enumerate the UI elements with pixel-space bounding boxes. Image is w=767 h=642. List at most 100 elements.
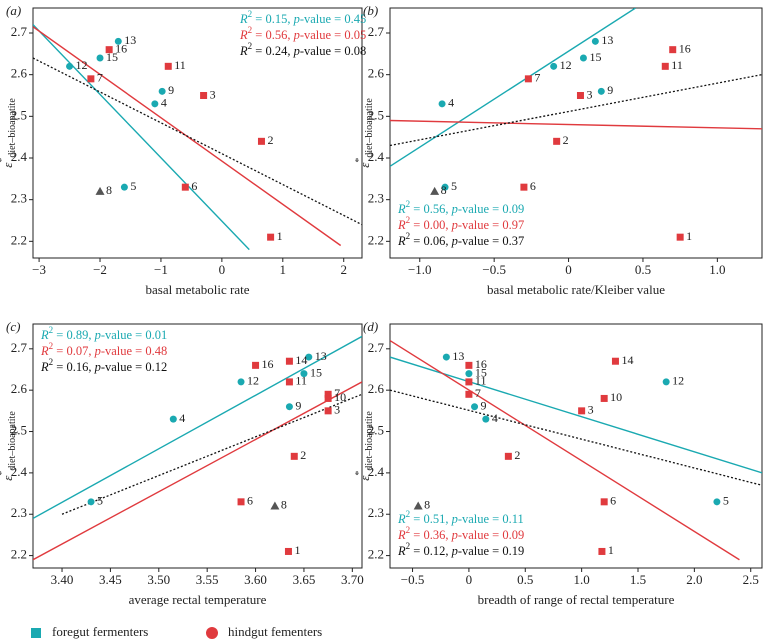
stat-annotation: R2 = 0.56, p-value = 0.05	[239, 25, 366, 42]
point	[270, 501, 280, 510]
point-label: 4	[492, 411, 498, 425]
y-axis-label: ε*diet–bioapatite	[0, 411, 18, 481]
point	[96, 54, 104, 62]
point-label: 6	[247, 494, 253, 508]
y-tick-label: 2.7	[368, 24, 385, 39]
point-label: 3	[334, 403, 340, 417]
y-label-sub: diet–bioapatite	[364, 411, 375, 471]
stat-part: = 0.36,	[410, 528, 451, 542]
y-tick-label: 2.6	[368, 381, 385, 396]
point-label: 11	[671, 58, 683, 72]
stat-part: p	[451, 234, 458, 248]
point	[430, 186, 440, 195]
point	[441, 183, 449, 191]
y-label-sup: *	[354, 471, 365, 476]
fits	[33, 24, 362, 251]
stat-part: = 0.15,	[252, 12, 293, 26]
panel-label: (d)	[363, 319, 378, 334]
stat-annotation: R2 = 0.51, p-value = 0.11	[397, 509, 524, 526]
point	[257, 137, 265, 145]
point-label: 5	[451, 179, 457, 193]
y-label-sup: *	[0, 471, 8, 476]
stat-part: = 0.07,	[53, 344, 94, 358]
stat-part: R	[239, 28, 248, 42]
point	[252, 361, 260, 369]
point-label: 1	[608, 543, 614, 557]
stat-part: R	[239, 44, 248, 58]
stat-part: -value = 0.97	[458, 218, 524, 232]
point-label: 9	[607, 83, 613, 97]
point-label: 8	[424, 498, 430, 512]
point-label: 12	[672, 374, 684, 388]
x-tick-label: −2	[93, 262, 107, 277]
x-tick-label: −1	[154, 262, 168, 277]
y-label-main: ε	[0, 162, 15, 168]
point-label: 12	[560, 58, 572, 72]
point-label: 9	[295, 398, 301, 412]
x-axis-label: basal metabolic rate/Kleiber value	[487, 282, 665, 297]
x-tick-label: 3.70	[341, 572, 364, 587]
y-label-main: ε	[357, 475, 372, 481]
regression-line	[61, 393, 362, 515]
point	[200, 92, 208, 99]
y-tick-label: 2.6	[11, 66, 28, 81]
regression-line	[390, 74, 762, 147]
point-label: 16	[679, 41, 691, 55]
x-tick-label: 0	[219, 262, 226, 277]
point	[713, 498, 721, 506]
y-tick-label: 2.7	[11, 24, 28, 39]
panel-label: (a)	[6, 3, 21, 18]
point-label: 1	[277, 229, 283, 243]
stat-part: = 0.00,	[410, 218, 451, 232]
point	[591, 37, 599, 45]
stat-part: p	[451, 202, 458, 216]
stat-annotation: R2 = 0.89, p-value = 0.01	[40, 325, 167, 342]
x-tick-label: 0	[565, 262, 572, 277]
y-label-main: ε	[0, 475, 15, 481]
y-tick-label: 2.3	[11, 191, 27, 206]
y-tick-label: 2.3	[368, 191, 384, 206]
stat-part: 2	[49, 357, 54, 367]
x-tick-label: 0.5	[517, 572, 533, 587]
regression-line	[33, 57, 362, 226]
y-tick-label: 2.3	[368, 505, 384, 520]
y-label-sub: diet–bioapatite	[364, 98, 375, 158]
point-label: 9	[168, 83, 174, 97]
point-label: 8	[441, 183, 447, 197]
legend-marker	[206, 627, 218, 639]
y-tick-label: 2.3	[11, 505, 27, 520]
stat-part: R	[40, 344, 49, 358]
legend-label: foregut fermenters	[52, 624, 148, 639]
point-label: 5	[723, 494, 729, 508]
stat-annotation: R2 = 0.16, p-value = 0.12	[40, 357, 167, 374]
point	[611, 357, 619, 365]
regression-line	[390, 356, 762, 474]
stat-part: R	[397, 218, 406, 232]
y-tick-label: 2.6	[11, 381, 28, 396]
point	[471, 403, 479, 411]
y-label-sub: diet–bioapatite	[7, 411, 18, 471]
stat-part: R	[397, 528, 406, 542]
x-tick-label: 2.0	[686, 572, 702, 587]
y-tick-label: 2.5	[368, 107, 384, 122]
stat-annotation: R2 = 0.24, p-value = 0.08	[239, 41, 366, 58]
point	[151, 100, 159, 108]
stat-part: R	[397, 234, 406, 248]
x-axis-label: basal metabolic rate	[146, 282, 250, 297]
point-label: 13	[601, 33, 613, 47]
point	[661, 62, 669, 70]
point	[164, 62, 172, 70]
point-label: 13	[452, 349, 464, 363]
point	[676, 233, 684, 241]
stat-part: = 0.06,	[410, 234, 451, 248]
x-tick-label: 3.50	[147, 572, 170, 587]
point-label: 1	[686, 229, 692, 243]
point	[169, 415, 177, 423]
regression-line	[33, 24, 250, 251]
stat-part: R	[40, 328, 49, 342]
point-label: 11	[475, 374, 487, 388]
fits	[33, 335, 362, 561]
stat-part: -value = 0.05	[300, 28, 366, 42]
plot-frame	[389, 7, 763, 259]
point	[324, 394, 332, 402]
